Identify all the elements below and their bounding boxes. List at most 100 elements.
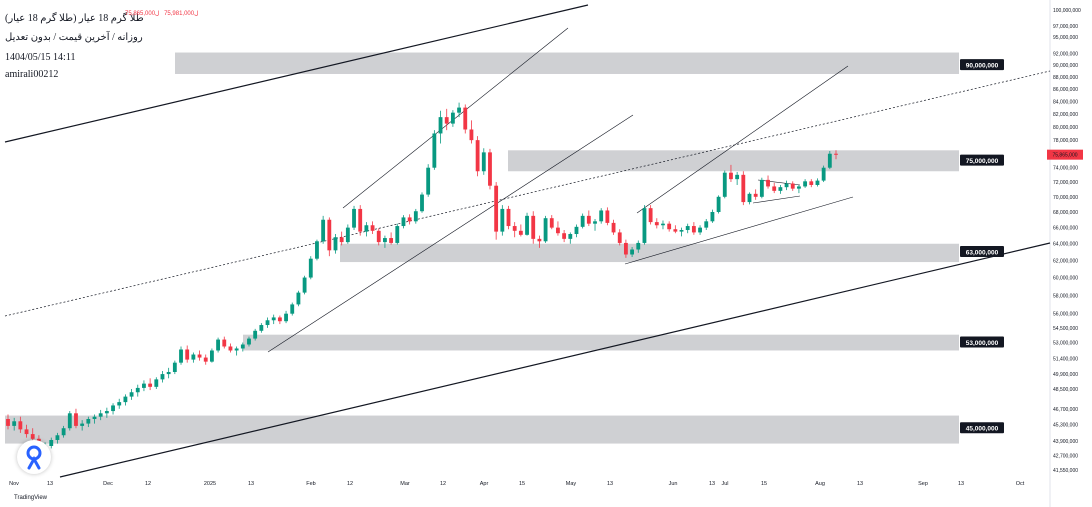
x-tick-label-15: 13: [709, 481, 715, 487]
candle-body-91: [568, 234, 573, 239]
candle-body-31: [197, 354, 202, 358]
y-tick-label-26: 48,500,000: [1053, 387, 1078, 393]
zone-1: [508, 150, 959, 172]
candle-body-28: [179, 349, 183, 363]
candle-body-32: [203, 357, 208, 362]
candle-body-113: [704, 221, 709, 228]
candle-body-83: [518, 230, 523, 235]
candle-body-74: [463, 107, 468, 130]
candle-body-68: [426, 167, 431, 195]
candle-body-12: [80, 423, 85, 426]
level-label-bg-4: [960, 422, 1004, 434]
level-label-1: 75,000,000: [966, 158, 999, 165]
x-tick-label-20: Sep: [918, 481, 928, 487]
candle-body-99: [617, 232, 622, 243]
y-tick-label-19: 60,000,000: [1053, 276, 1078, 282]
candle-body-108: [673, 229, 678, 232]
candle-body-131: [815, 180, 820, 185]
candle-body-44: [277, 317, 282, 322]
y-tick-label-4: 90,000,000: [1053, 63, 1078, 69]
y-tick-label-18: 62,000,000: [1053, 258, 1078, 264]
chart-subtitle: روزانه / آخرین قیمت / بدون تعدیل: [5, 32, 143, 43]
candle-body-30: [191, 354, 196, 360]
x-tick-label-8: Mar: [400, 481, 410, 487]
zone-3: [243, 334, 959, 351]
candle-body-54: [339, 237, 344, 243]
candle-body-20: [129, 392, 134, 397]
candle-body-97: [605, 210, 610, 223]
candle-body-84: [525, 215, 529, 235]
x-tick-label-6: Feb: [306, 481, 315, 487]
candle-body-129: [803, 181, 808, 187]
candle-body-64: [401, 217, 406, 227]
level-label-bg-2: [960, 245, 1004, 257]
candle-body-70: [438, 117, 443, 134]
y-tick-label-7: 84,000,000: [1053, 99, 1078, 105]
ohlc-value-2: ل75,865,000: [125, 11, 160, 17]
candle-body-123: [766, 179, 770, 187]
tradingview-logo-icon[interactable]: [17, 440, 51, 474]
candle-body-126: [784, 183, 789, 188]
y-tick-label-9: 80,000,000: [1053, 125, 1078, 131]
y-tick-label-28: 45,300,000: [1053, 423, 1078, 429]
candle-body-103: [642, 208, 647, 243]
candle-body-65: [407, 217, 412, 222]
candle-body-89: [556, 227, 560, 234]
x-tick-label-11: 15: [519, 481, 525, 487]
x-tick-label-1: 13: [47, 481, 53, 487]
candle-body-111: [691, 226, 696, 233]
level-label-4: 45,000,000: [966, 426, 999, 433]
candle-body-26: [166, 371, 171, 375]
candle-body-95: [593, 221, 597, 224]
candle-body-100: [623, 242, 628, 255]
candle-body-60: [376, 230, 381, 243]
trend-line-2: [4, 70, 1051, 317]
candle-body-56: [352, 208, 356, 228]
candle-body-78: [488, 152, 492, 186]
y-tick-label-25: 49,900,000: [1053, 372, 1078, 378]
y-tick-label-6: 86,000,000: [1053, 87, 1078, 93]
candle-body-27: [172, 362, 177, 372]
level-label-0: 90,000,000: [966, 63, 999, 70]
candle-body-1: [12, 421, 17, 426]
y-tick-label-27: 46,700,000: [1053, 407, 1078, 413]
trend-line-8: [752, 195, 801, 204]
candle-body-51: [321, 219, 326, 242]
candle-body-45: [284, 313, 288, 322]
y-tick-label-31: 41,550,000: [1053, 468, 1078, 474]
level-label-bg-1: [960, 154, 1004, 166]
candle-body-125: [778, 187, 783, 191]
level-label-bg-0: [960, 59, 1004, 71]
y-tick-label-29: 43,900,000: [1053, 439, 1078, 445]
candle-body-102: [636, 242, 641, 250]
candle-body-58: [364, 225, 369, 232]
candle-body-90: [562, 233, 567, 239]
trend-line-4: [267, 114, 634, 353]
candle-body-53: [333, 237, 338, 251]
y-tick-label-12: 74,000,000: [1053, 166, 1078, 172]
x-tick-label-21: 13: [958, 481, 964, 487]
candle-body-55: [345, 227, 350, 243]
last-price-tag: 75,865,000: [1052, 153, 1077, 159]
candle-body-57: [358, 208, 363, 232]
candle-body-119: [741, 174, 746, 203]
y-tick-label-15: 68,000,000: [1053, 210, 1078, 216]
x-tick-label-17: 15: [761, 481, 767, 487]
y-tick-label-14: 70,000,000: [1053, 195, 1078, 201]
candle-body-72: [450, 112, 455, 124]
candle-body-7: [49, 439, 54, 446]
candle-body-127: [790, 183, 795, 189]
x-tick-label-9: 12: [440, 481, 446, 487]
candle-body-118: [735, 174, 740, 180]
level-label-bg-3: [960, 336, 1004, 348]
candle-body-10: [67, 413, 72, 429]
candle-body-71: [444, 117, 449, 124]
y-tick-label-16: 66,000,000: [1053, 226, 1078, 232]
x-tick-label-0: Nov: [9, 481, 19, 487]
candle-body-80: [500, 208, 505, 232]
trend-line-1: [59, 242, 1051, 478]
candle-body-61: [383, 238, 387, 243]
y-tick-label-8: 82,000,000: [1053, 112, 1078, 118]
candle-body-96: [599, 210, 604, 222]
